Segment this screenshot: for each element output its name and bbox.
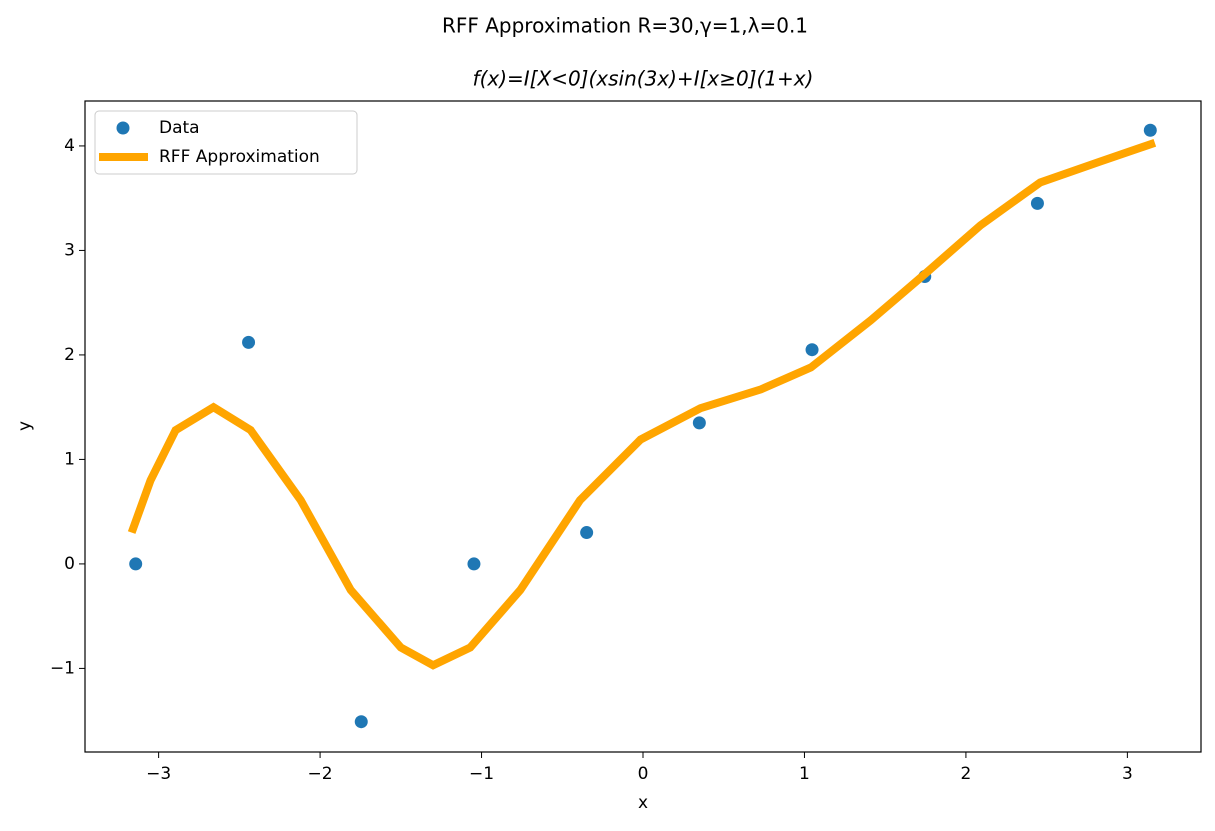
chart-title: RFF Approximation R=30,γ=1,λ=0.1 — [442, 14, 808, 38]
x-tick-label: 1 — [799, 764, 810, 784]
y-tick-label: −1 — [50, 658, 75, 678]
y-axis-label: y — [15, 421, 35, 431]
x-tick-label: −3 — [146, 764, 171, 784]
data-point — [242, 335, 256, 349]
legend-label: Data — [159, 118, 200, 138]
data-point — [1143, 123, 1157, 137]
x-tick-label: −1 — [469, 764, 494, 784]
fit-line — [127, 139, 1157, 670]
x-tick-label: 3 — [1122, 764, 1133, 784]
data-point — [805, 343, 819, 357]
legend-label: RFF Approximation — [159, 147, 320, 167]
legend-box — [94, 110, 358, 175]
plot-frame — [84, 100, 1202, 753]
y-tick-label: 4 — [64, 136, 75, 156]
data-point — [129, 557, 143, 571]
data-point — [1030, 196, 1044, 210]
x-tick-label: 2 — [961, 764, 972, 784]
data-point — [354, 715, 368, 729]
data-point — [580, 526, 594, 540]
x-tick-label: −2 — [308, 764, 333, 784]
y-tick-label: 2 — [64, 345, 75, 365]
y-tick-label: 1 — [64, 449, 75, 469]
data-point — [467, 557, 481, 571]
data-point — [692, 416, 706, 430]
y-tick-label: 3 — [64, 240, 75, 260]
x-axis-label: x — [638, 793, 648, 813]
x-tick-label: 0 — [638, 764, 649, 784]
chart-subtitle: f(x)=I[X<0](xsin(3x)+I[x≥0](1+x) — [473, 67, 814, 91]
y-tick-label: 0 — [64, 554, 75, 574]
legend-marker — [116, 121, 130, 135]
